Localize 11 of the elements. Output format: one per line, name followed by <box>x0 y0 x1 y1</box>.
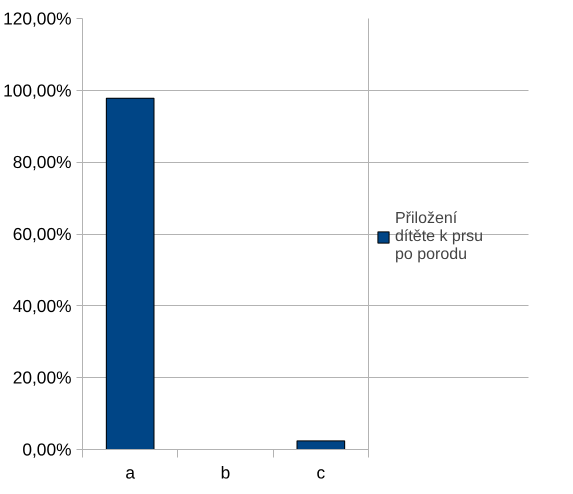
x-tick-label: b <box>220 462 230 482</box>
y-tick-label: 80,00% <box>12 152 72 172</box>
x-tick-label: c <box>316 462 326 482</box>
y-tick-label: 20,00% <box>12 368 72 388</box>
y-tick-label: 40,00% <box>12 296 72 316</box>
y-tick-label: 120,00% <box>3 8 72 28</box>
legend-label: Přiložení dítěte k prsu po porodu <box>395 210 484 264</box>
y-tick-label: 60,00% <box>12 224 72 244</box>
y-tick-label: 0,00% <box>22 440 72 460</box>
x-tick-label: a <box>125 462 136 482</box>
y-tick-label: 100,00% <box>3 80 72 100</box>
